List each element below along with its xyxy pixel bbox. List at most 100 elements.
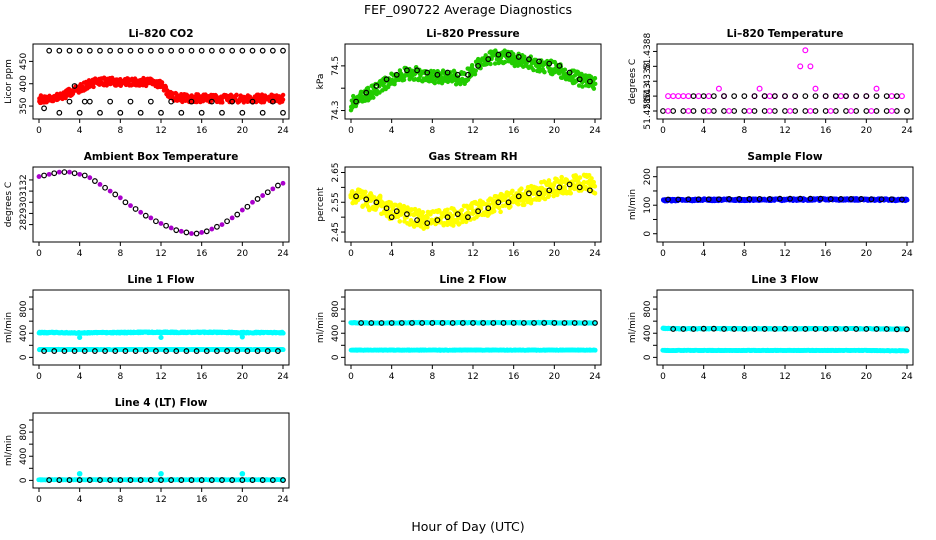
data-point <box>695 196 702 203</box>
data-point <box>425 215 430 220</box>
y-tick-label: 30 <box>19 196 29 208</box>
data-point <box>269 47 276 54</box>
x-tick-label: 4 <box>77 249 83 259</box>
x-tick-label: 24 <box>901 372 913 382</box>
data-point <box>904 108 910 114</box>
data-point <box>475 62 481 69</box>
data-point <box>576 83 582 88</box>
y-tick-label: 350 <box>19 97 29 114</box>
data-point <box>483 53 488 58</box>
data-point <box>568 190 574 196</box>
x-tick-label: 16 <box>508 372 520 382</box>
x-tick-label: 0 <box>660 126 666 136</box>
data-point <box>383 205 390 212</box>
data-point <box>434 217 441 224</box>
data-point <box>269 98 276 105</box>
data-point <box>76 109 83 116</box>
data-point <box>107 98 114 105</box>
data-point <box>577 175 583 180</box>
data-point <box>868 196 875 203</box>
x-tick-label: 0 <box>348 126 354 136</box>
series-raw <box>348 48 598 113</box>
data-point <box>812 93 819 100</box>
x-tick-label: 24 <box>589 372 601 382</box>
data-point <box>756 196 763 202</box>
x-tick-label: 0 <box>348 249 354 259</box>
x-tick-label: 0 <box>660 249 666 259</box>
data-point <box>475 212 481 218</box>
data-point <box>234 92 239 98</box>
x-tick-label: 8 <box>117 372 123 382</box>
data-point <box>168 225 174 231</box>
data-point <box>373 199 380 206</box>
y-tick-label: 100 <box>643 196 653 213</box>
data-point <box>700 93 707 100</box>
data-point <box>259 109 266 116</box>
data-point <box>746 108 753 114</box>
x-tick-label: 0 <box>348 372 354 382</box>
data-point <box>97 47 103 54</box>
data-point <box>158 47 164 54</box>
data-point <box>756 85 763 92</box>
x-tick-label: 12 <box>779 126 790 136</box>
data-point <box>522 54 527 59</box>
data-point <box>67 169 72 175</box>
data-point <box>404 211 410 218</box>
data-point <box>77 334 83 341</box>
data-point <box>751 93 758 100</box>
data-point <box>580 84 585 89</box>
x-tick-label: 8 <box>741 126 747 136</box>
data-point <box>827 196 834 202</box>
x-tick-label: 4 <box>701 126 707 136</box>
y-tick-label: 74.5 <box>331 56 341 76</box>
series-average <box>665 195 905 203</box>
data-point <box>373 83 380 89</box>
data-point <box>766 196 773 202</box>
data-point <box>244 203 251 210</box>
data-point <box>239 47 246 54</box>
data-point <box>495 51 502 58</box>
x-tick-label: 8 <box>429 126 435 136</box>
data-point <box>275 182 281 189</box>
data-point <box>536 190 542 197</box>
data-point <box>220 100 225 105</box>
x-tick-label: 8 <box>429 372 435 382</box>
data-point <box>147 98 154 105</box>
data-point <box>56 169 62 175</box>
y-axis-label: ml/min <box>4 312 14 343</box>
data-point <box>97 109 103 116</box>
data-point <box>112 191 119 198</box>
data-point <box>726 108 732 114</box>
x-tick-label: 16 <box>508 126 520 136</box>
y-tick-label: 400 <box>643 324 653 341</box>
data-point <box>178 228 184 234</box>
x-tick-label: 16 <box>196 126 208 136</box>
y-tick-label: 51.4338 <box>643 62 653 99</box>
panel-title: Line 1 Flow <box>127 274 194 286</box>
data-point <box>353 98 359 105</box>
data-point <box>469 63 475 68</box>
data-point <box>807 108 814 114</box>
data-point <box>536 197 542 202</box>
x-tick-label: 8 <box>117 249 123 259</box>
x-tick-label: 8 <box>117 126 123 136</box>
data-point <box>566 69 573 76</box>
data-point <box>229 98 236 105</box>
data-point <box>491 208 497 214</box>
x-tick-label: 8 <box>741 249 747 259</box>
data-point <box>675 196 682 203</box>
y-tick-label: 200 <box>643 168 653 185</box>
data-point <box>107 47 114 54</box>
data-point <box>685 196 692 203</box>
data-point <box>163 222 169 229</box>
data-point <box>239 334 245 340</box>
data-point <box>505 199 512 206</box>
data-point <box>102 184 108 191</box>
figure-title: FEF_090722 Average Diagnostics <box>364 2 572 17</box>
data-point <box>137 109 144 116</box>
y-axis-label: percent <box>316 187 326 222</box>
data-point <box>726 196 732 202</box>
data-point <box>86 47 93 54</box>
data-point <box>552 180 557 186</box>
